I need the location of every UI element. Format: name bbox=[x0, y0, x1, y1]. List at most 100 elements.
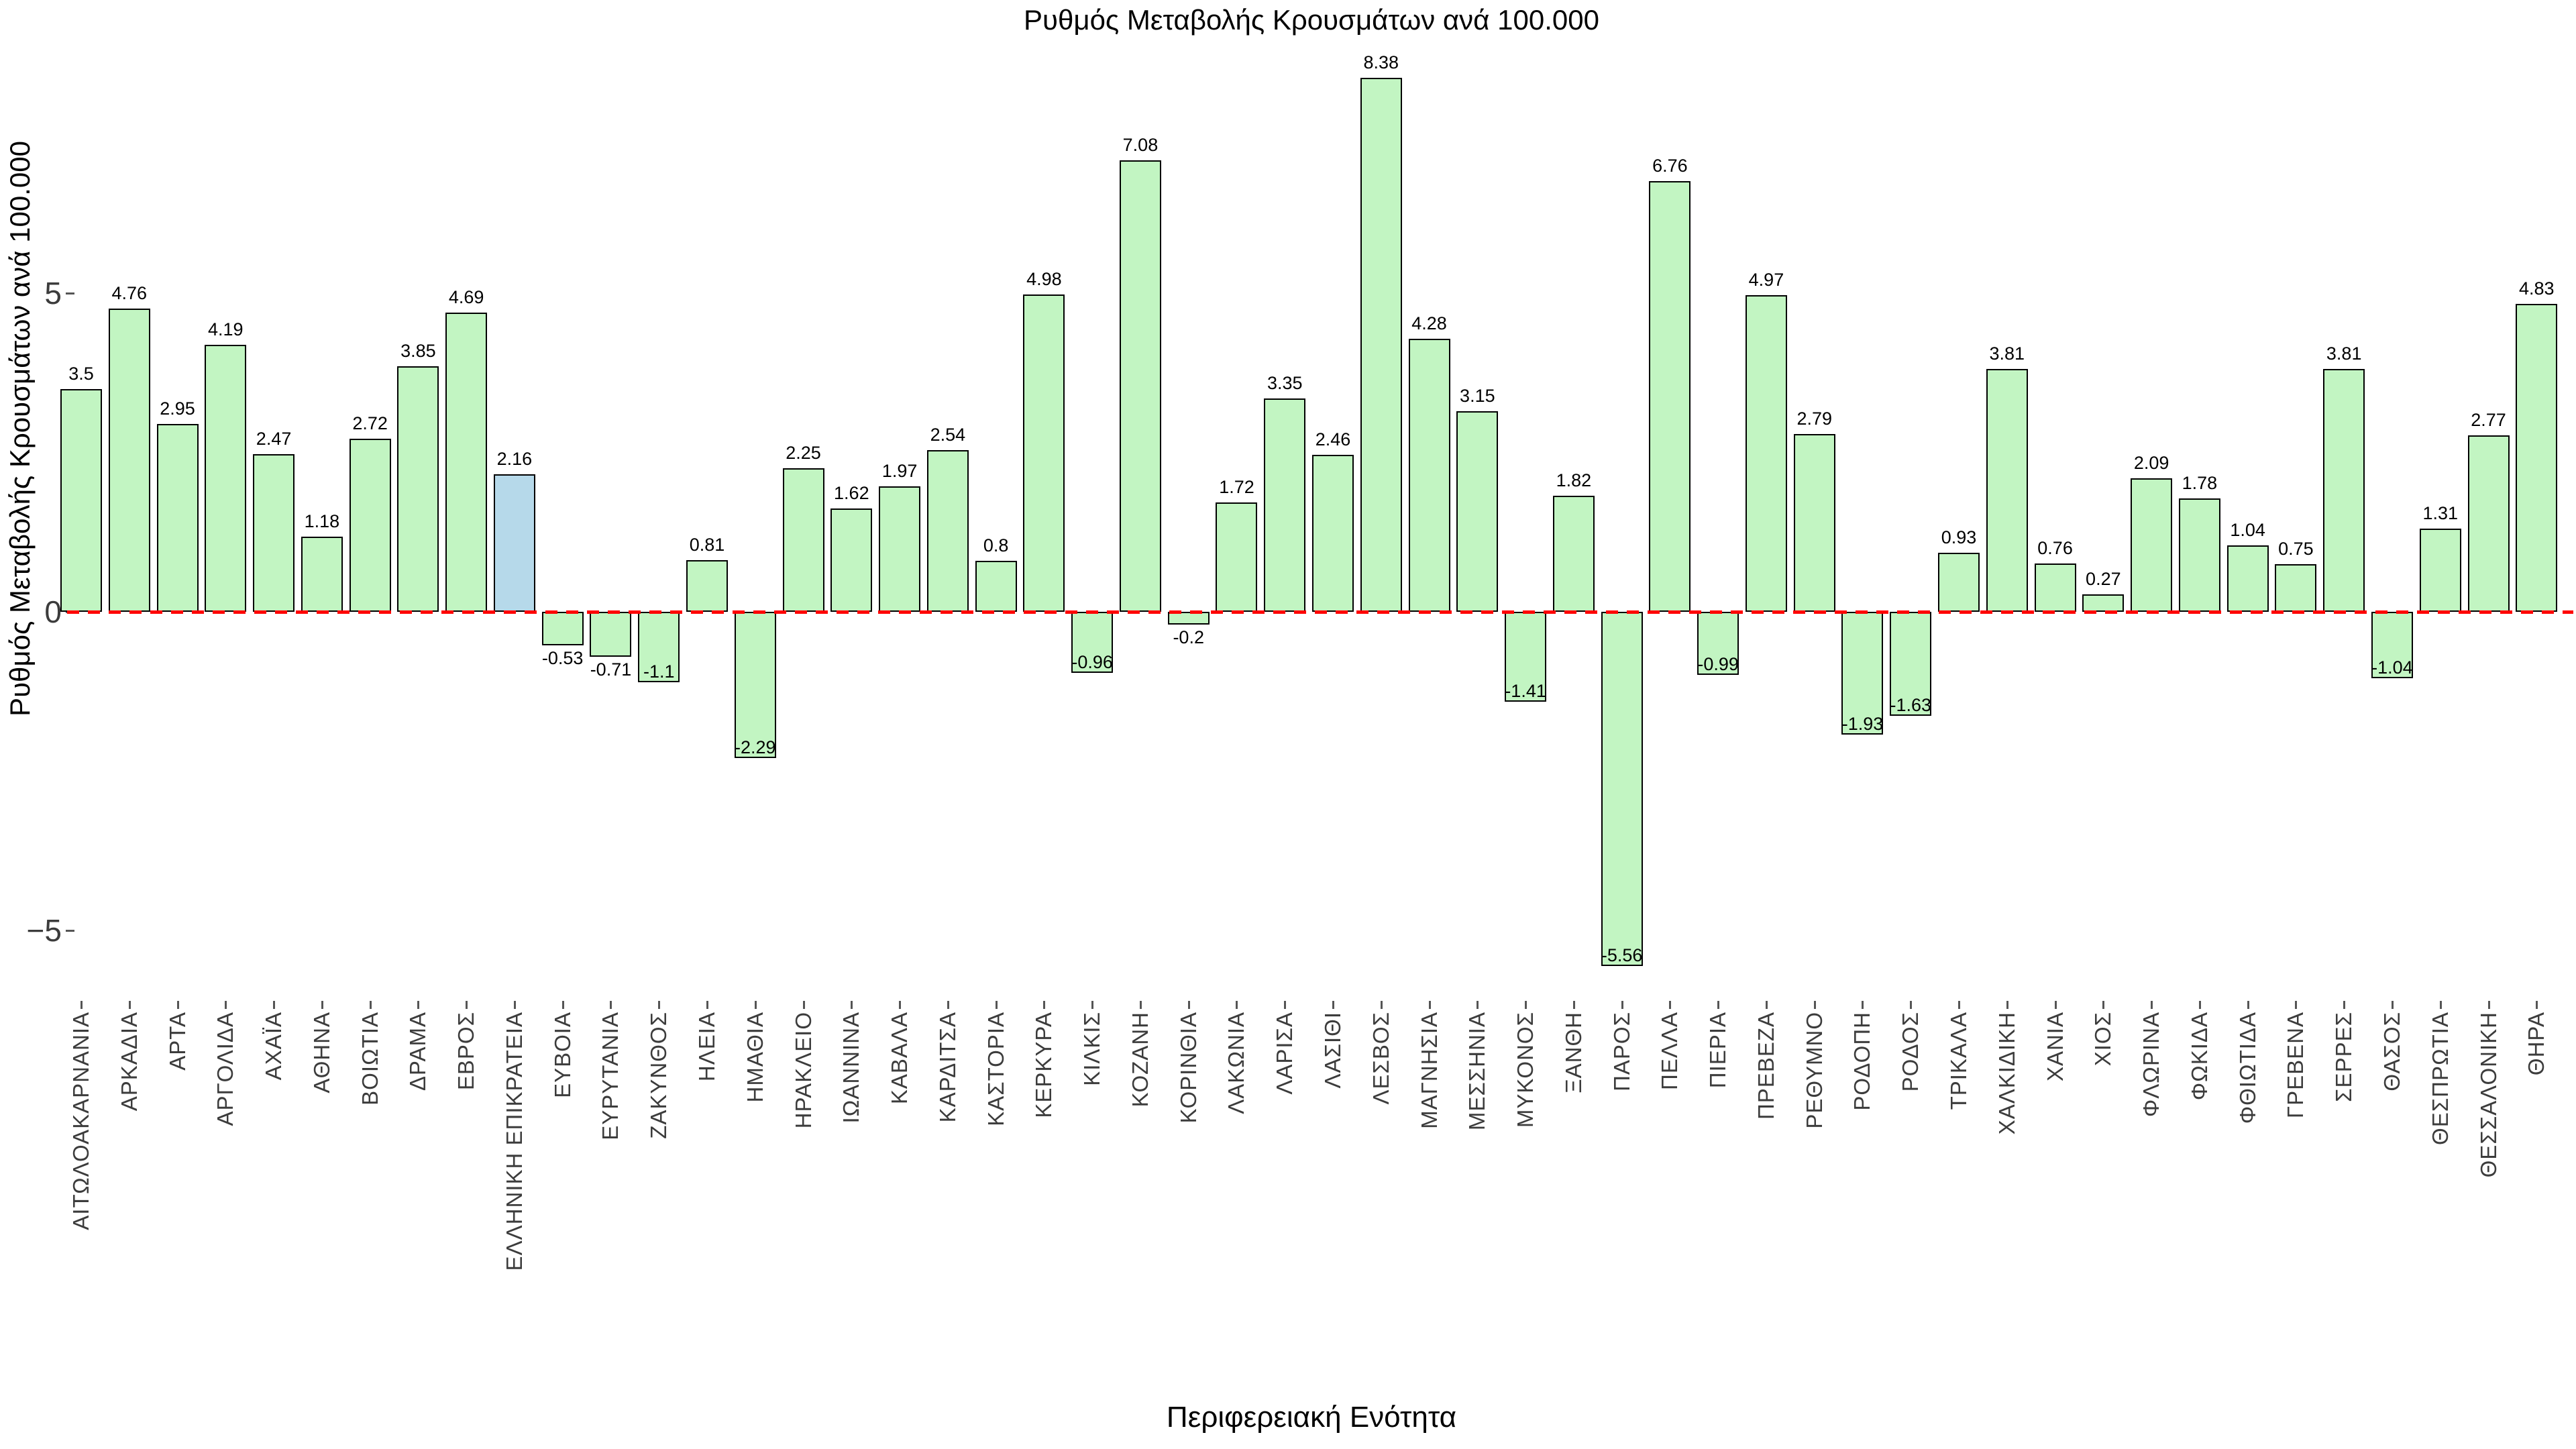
x-category-label: ΑΙΤΩΛΟΑΚΑΡΝΑΝΙΑ bbox=[68, 1012, 93, 1230]
bar-ΙΩΑΝΝΙΝΑ bbox=[830, 508, 873, 612]
x-category-label: ΑΡΓΟΛΙΔΑ bbox=[213, 1012, 238, 1126]
x-tick-mark bbox=[610, 1001, 612, 1009]
x-tick-mark bbox=[225, 1001, 227, 1009]
x-category-label: ΧΑΝΙΑ bbox=[2042, 1012, 2068, 1082]
x-category-label: ΕΥΡΥΤΑΝΙΑ bbox=[598, 1012, 623, 1140]
x-tick-mark bbox=[1380, 1001, 1383, 1009]
x-category-label: ΛΑΣΙΘΙ bbox=[1320, 1012, 1346, 1089]
bar-ΛΑΡΙΣΑ bbox=[1264, 398, 1306, 612]
x-category-label: ΡΟΔΟΠΗ bbox=[1849, 1012, 1875, 1111]
bar-ΠΡΕΒΕΖΑ bbox=[1745, 294, 1787, 612]
x-category-label: ΘΑΣΟΣ bbox=[2379, 1012, 2404, 1091]
x-tick-mark bbox=[1813, 1001, 1816, 1009]
x-tick-mark bbox=[466, 1001, 468, 1009]
x-tick-mark bbox=[1428, 1001, 1431, 1009]
x-category-label: ΤΡΙΚΑΛΑ bbox=[1946, 1012, 1972, 1110]
bar-value-label: 3.81 bbox=[1989, 343, 2025, 364]
x-tick-mark bbox=[1043, 1001, 1046, 1009]
bar-value-label: 3.5 bbox=[68, 363, 94, 384]
bar-value-label: 7.08 bbox=[1122, 135, 1159, 156]
bar-value-label: 2.47 bbox=[256, 429, 292, 449]
y-tick-label: 5 bbox=[44, 276, 62, 311]
bar-ΧΑΛΚΙΔΙΚΗ bbox=[1986, 369, 2028, 612]
x-category-label: ΗΜΑΘΙΑ bbox=[742, 1012, 767, 1103]
bar-value-label: 0.27 bbox=[2086, 569, 2121, 590]
x-tick-mark bbox=[2295, 1001, 2298, 1009]
bar-ΕΥΡΥΤΑΝΙΑ bbox=[590, 612, 632, 657]
bar-value-label: 2.79 bbox=[1796, 408, 1832, 429]
bar-value-label: -1.93 bbox=[1841, 714, 1884, 735]
x-category-label: ΛΕΣΒΟΣ bbox=[1368, 1012, 1393, 1105]
bar-value-label: -0.2 bbox=[1173, 627, 1204, 647]
x-category-label: ΜΥΚΟΝΟΣ bbox=[1513, 1012, 1538, 1128]
bar-value-label: 4.28 bbox=[1411, 313, 1447, 334]
bar-value-label: 1.78 bbox=[2182, 472, 2218, 493]
y-tick-label: −5 bbox=[26, 913, 62, 948]
bar-ΦΩΚΙΔΑ bbox=[2178, 498, 2220, 612]
bar-value-label: 2.09 bbox=[2133, 453, 2169, 474]
x-category-label: ΜΕΣΣΗΝΙΑ bbox=[1464, 1012, 1490, 1131]
bar-value-label: 6.76 bbox=[1652, 155, 1688, 176]
bar-value-label: 1.82 bbox=[1556, 470, 1592, 491]
bar-value-label: 4.19 bbox=[208, 319, 244, 339]
x-category-label: ΑΘΗΝΑ bbox=[309, 1012, 334, 1093]
x-category-label: ΦΘΙΩΤΙΔΑ bbox=[2235, 1012, 2260, 1124]
bar-ΓΡΕΒΕΝΑ bbox=[2275, 564, 2317, 612]
bar-value-label: 1.18 bbox=[304, 511, 340, 531]
bar-ΧΙΟΣ bbox=[2082, 594, 2125, 612]
bar-ΡΟΔΟΣ bbox=[1890, 612, 1932, 716]
bar-value-label: -1.63 bbox=[1890, 694, 1932, 715]
bar-value-label: -0.96 bbox=[1071, 652, 1113, 673]
x-category-label: ΠΙΕΡΙΑ bbox=[1705, 1012, 1731, 1089]
bar-ΚΑΡΔΙΤΣΑ bbox=[926, 449, 969, 612]
x-tick-mark bbox=[754, 1001, 757, 1009]
bar-ΑΧΑΪΑ bbox=[253, 454, 295, 612]
x-tick-mark bbox=[995, 1001, 998, 1009]
bar-ΞΑΝΘΗ bbox=[1552, 496, 1595, 612]
zero-reference-line bbox=[67, 610, 2573, 614]
bar-ΣΕΡΡΕΣ bbox=[2323, 369, 2365, 612]
x-tick-mark bbox=[80, 1001, 83, 1009]
bar-value-label: 0.76 bbox=[2037, 537, 2073, 558]
x-tick-mark bbox=[1717, 1001, 1720, 1009]
x-tick-mark bbox=[1236, 1001, 1238, 1009]
bar-ΒΟΙΩΤΙΑ bbox=[349, 438, 391, 612]
x-category-label: ΚΑΡΔΙΤΣΑ bbox=[934, 1012, 960, 1123]
bar-value-label: 0.81 bbox=[689, 535, 725, 555]
x-tick-mark bbox=[1139, 1001, 1142, 1009]
x-tick-mark bbox=[1669, 1001, 1672, 1009]
bar-value-label: 2.46 bbox=[1315, 429, 1351, 450]
bar-ΡΟΔΟΠΗ bbox=[1841, 612, 1884, 735]
x-category-label: ΚΕΡΚΥΡΑ bbox=[1031, 1012, 1057, 1118]
bar-value-label: 2.54 bbox=[930, 424, 966, 445]
x-tick-mark bbox=[321, 1001, 323, 1009]
bar-value-label: 2.25 bbox=[786, 443, 821, 464]
x-tick-mark bbox=[128, 1001, 131, 1009]
bar-value-label: 1.72 bbox=[1219, 476, 1254, 497]
bar-ΠΙΕΡΙΑ bbox=[1697, 612, 1739, 676]
bar-ΕΒΡΟΣ bbox=[445, 313, 488, 612]
x-category-label: ΧΑΛΚΙΔΙΚΗ bbox=[1994, 1012, 2019, 1135]
bar-ΛΑΚΩΝΙΑ bbox=[1216, 502, 1258, 612]
bar-ΕΥΒΟΙΑ bbox=[541, 612, 584, 646]
x-category-label: ΣΕΡΡΕΣ bbox=[2331, 1012, 2357, 1102]
x-category-label: ΦΛΩΡΙΝΑ bbox=[2139, 1012, 2164, 1118]
bar-value-label: 3.81 bbox=[2326, 343, 2362, 364]
bar-highlight-ΕΛΛΗΝΙΚΗ ΕΠΙΚΡΑΤΕΙΑ bbox=[493, 474, 535, 612]
x-tick-mark bbox=[2487, 1001, 2490, 1009]
bar-value-label: -1.41 bbox=[1505, 680, 1546, 701]
bar-value-label: 1.97 bbox=[881, 460, 918, 481]
y-tick-mark bbox=[66, 292, 74, 294]
chart-title: Ρυθμός Μεταβολής Κρουσμάτων ανά 100.000 bbox=[1024, 4, 1599, 36]
x-category-label: ΑΡΤΑ bbox=[164, 1012, 190, 1071]
x-tick-mark bbox=[2102, 1001, 2105, 1009]
bar-ΘΑΣΟΣ bbox=[2371, 612, 2413, 678]
x-tick-mark bbox=[417, 1001, 420, 1009]
bar-ΑΙΤΩΛΟΑΚΑΡΝΑΝΙΑ bbox=[60, 388, 102, 612]
bar-ΛΕΣΒΟΣ bbox=[1360, 77, 1402, 612]
x-tick-mark bbox=[561, 1001, 564, 1009]
x-category-label: ΛΑΚΩΝΙΑ bbox=[1224, 1012, 1249, 1114]
bar-ΚΑΣΤΟΡΙΑ bbox=[975, 561, 1017, 612]
bar-value-label: 2.16 bbox=[496, 448, 533, 469]
